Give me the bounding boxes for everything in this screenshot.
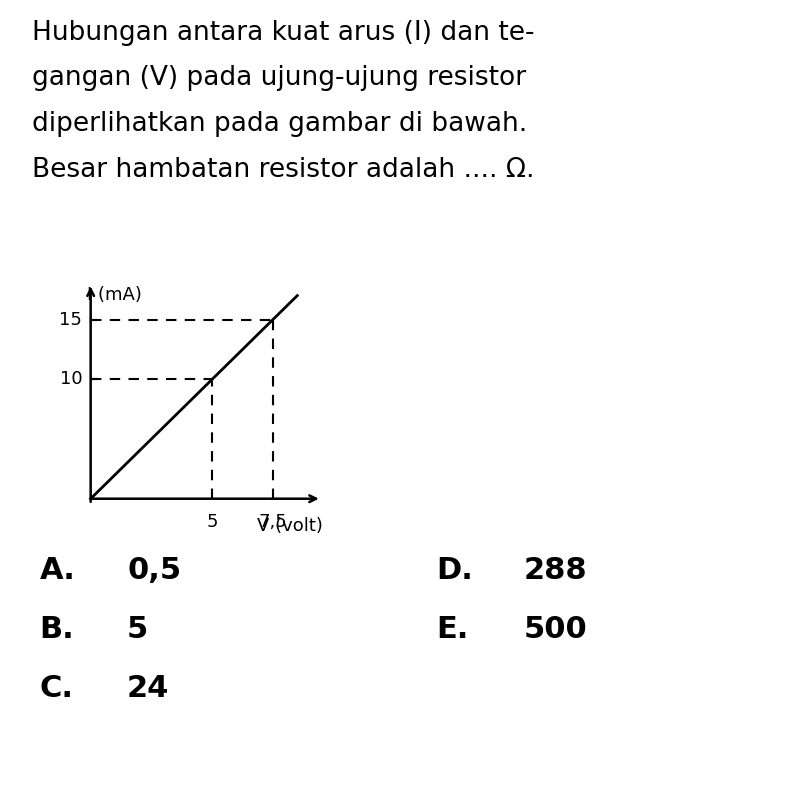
Text: diperlihatkan pada gambar di bawah.: diperlihatkan pada gambar di bawah. — [32, 111, 527, 137]
Text: 5: 5 — [206, 513, 218, 531]
Text: 7,5: 7,5 — [259, 513, 287, 531]
Text: Hubungan antara kuat arus (I) dan te-: Hubungan antara kuat arus (I) dan te- — [32, 20, 534, 46]
Text: C.: C. — [40, 674, 74, 703]
Text: 15: 15 — [60, 310, 82, 329]
Text: 288: 288 — [524, 556, 588, 585]
Text: B.: B. — [40, 615, 75, 644]
Text: 24: 24 — [127, 674, 169, 703]
Text: V (volt): V (volt) — [257, 517, 323, 534]
Text: 10: 10 — [60, 370, 82, 388]
Text: 500: 500 — [524, 615, 588, 644]
Text: I (mA): I (mA) — [87, 286, 142, 304]
Text: Besar hambatan resistor adalah .... Ω.: Besar hambatan resistor adalah .... Ω. — [32, 157, 534, 183]
Text: A.: A. — [40, 556, 75, 585]
Text: E.: E. — [437, 615, 469, 644]
Text: 5: 5 — [127, 615, 148, 644]
Text: gangan (V) pada ujung-ujung resistor: gangan (V) pada ujung-ujung resistor — [32, 65, 526, 91]
Text: D.: D. — [437, 556, 473, 585]
Text: 0,5: 0,5 — [127, 556, 181, 585]
